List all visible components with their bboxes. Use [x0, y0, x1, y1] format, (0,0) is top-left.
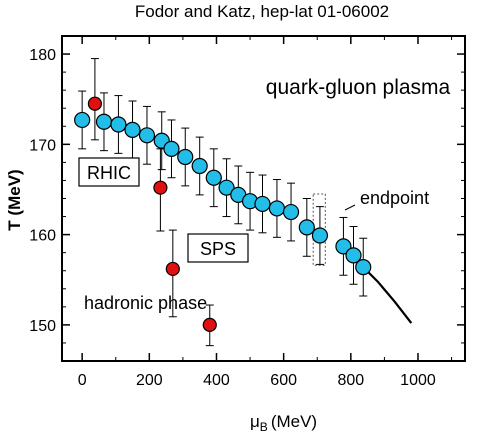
x-axis-label-symbol: μ [250, 412, 260, 431]
y-axis-label: T (MeV) [5, 169, 24, 230]
lattice-point [74, 111, 91, 129]
x-axis-label: μB (MeV) [250, 412, 317, 434]
freezeout-point [153, 180, 168, 195]
lattice-point [205, 169, 222, 186]
lattice-point [138, 127, 156, 144]
lattice-point [282, 203, 300, 221]
rhic-label-box [78, 157, 140, 187]
x-tick-label: 800 [337, 372, 364, 389]
annotation-quark-gluon-plasma: quark-gluon plasma [266, 76, 451, 99]
y-tick-label: 150 [29, 318, 56, 335]
lattice-point [110, 116, 127, 133]
lattice-point [335, 238, 352, 255]
x-tick-label: 200 [136, 372, 163, 389]
annotation-endpoint: endpoint [360, 188, 429, 208]
data-points [74, 96, 372, 332]
annotation-sps: SPS [200, 239, 236, 259]
lattice-point [254, 195, 271, 213]
lattice-point [311, 227, 329, 244]
x-axis-label-subscript: B [260, 420, 268, 434]
lattice-point [355, 259, 372, 276]
lattice-point [95, 113, 113, 130]
x-tick-label: 0 [78, 372, 87, 389]
lattice-point [218, 179, 235, 196]
x-tick-label: 400 [203, 372, 230, 389]
freezeout-point [87, 96, 103, 111]
endpoint-box-layer [312, 193, 326, 266]
annotation-hadronic-phase: hadronic phase [84, 293, 207, 313]
endpoint-pointer [344, 204, 356, 211]
lattice-point [298, 219, 315, 236]
axis-ticks: 0 200 400 600 800 1000 150 160 170 180 [29, 36, 465, 389]
sps-label-box [187, 233, 249, 263]
annotation-rhic: RHIC [87, 163, 131, 183]
x-axis-label-unit: (MeV) [271, 412, 317, 431]
x-tick-label: 600 [270, 372, 297, 389]
y-tick-label: 170 [29, 137, 56, 154]
endpoint-box [312, 193, 326, 266]
lattice-point [345, 247, 362, 264]
freezeout-point [202, 317, 217, 332]
lattice-point [163, 140, 180, 157]
lattice-point [268, 200, 286, 217]
lattice-point [177, 148, 194, 166]
chart-title: Fodor and Katz, hep-lat 01-06002 [135, 2, 389, 21]
lattice-point [124, 121, 141, 138]
x-tick-label: 1000 [400, 372, 436, 389]
freezeout-point [165, 261, 180, 277]
y-tick-label: 160 [29, 228, 56, 245]
transition-line-layer [362, 266, 413, 324]
lattice-point [191, 157, 208, 175]
y-tick-label: 180 [29, 47, 56, 64]
transition-line [362, 266, 413, 324]
